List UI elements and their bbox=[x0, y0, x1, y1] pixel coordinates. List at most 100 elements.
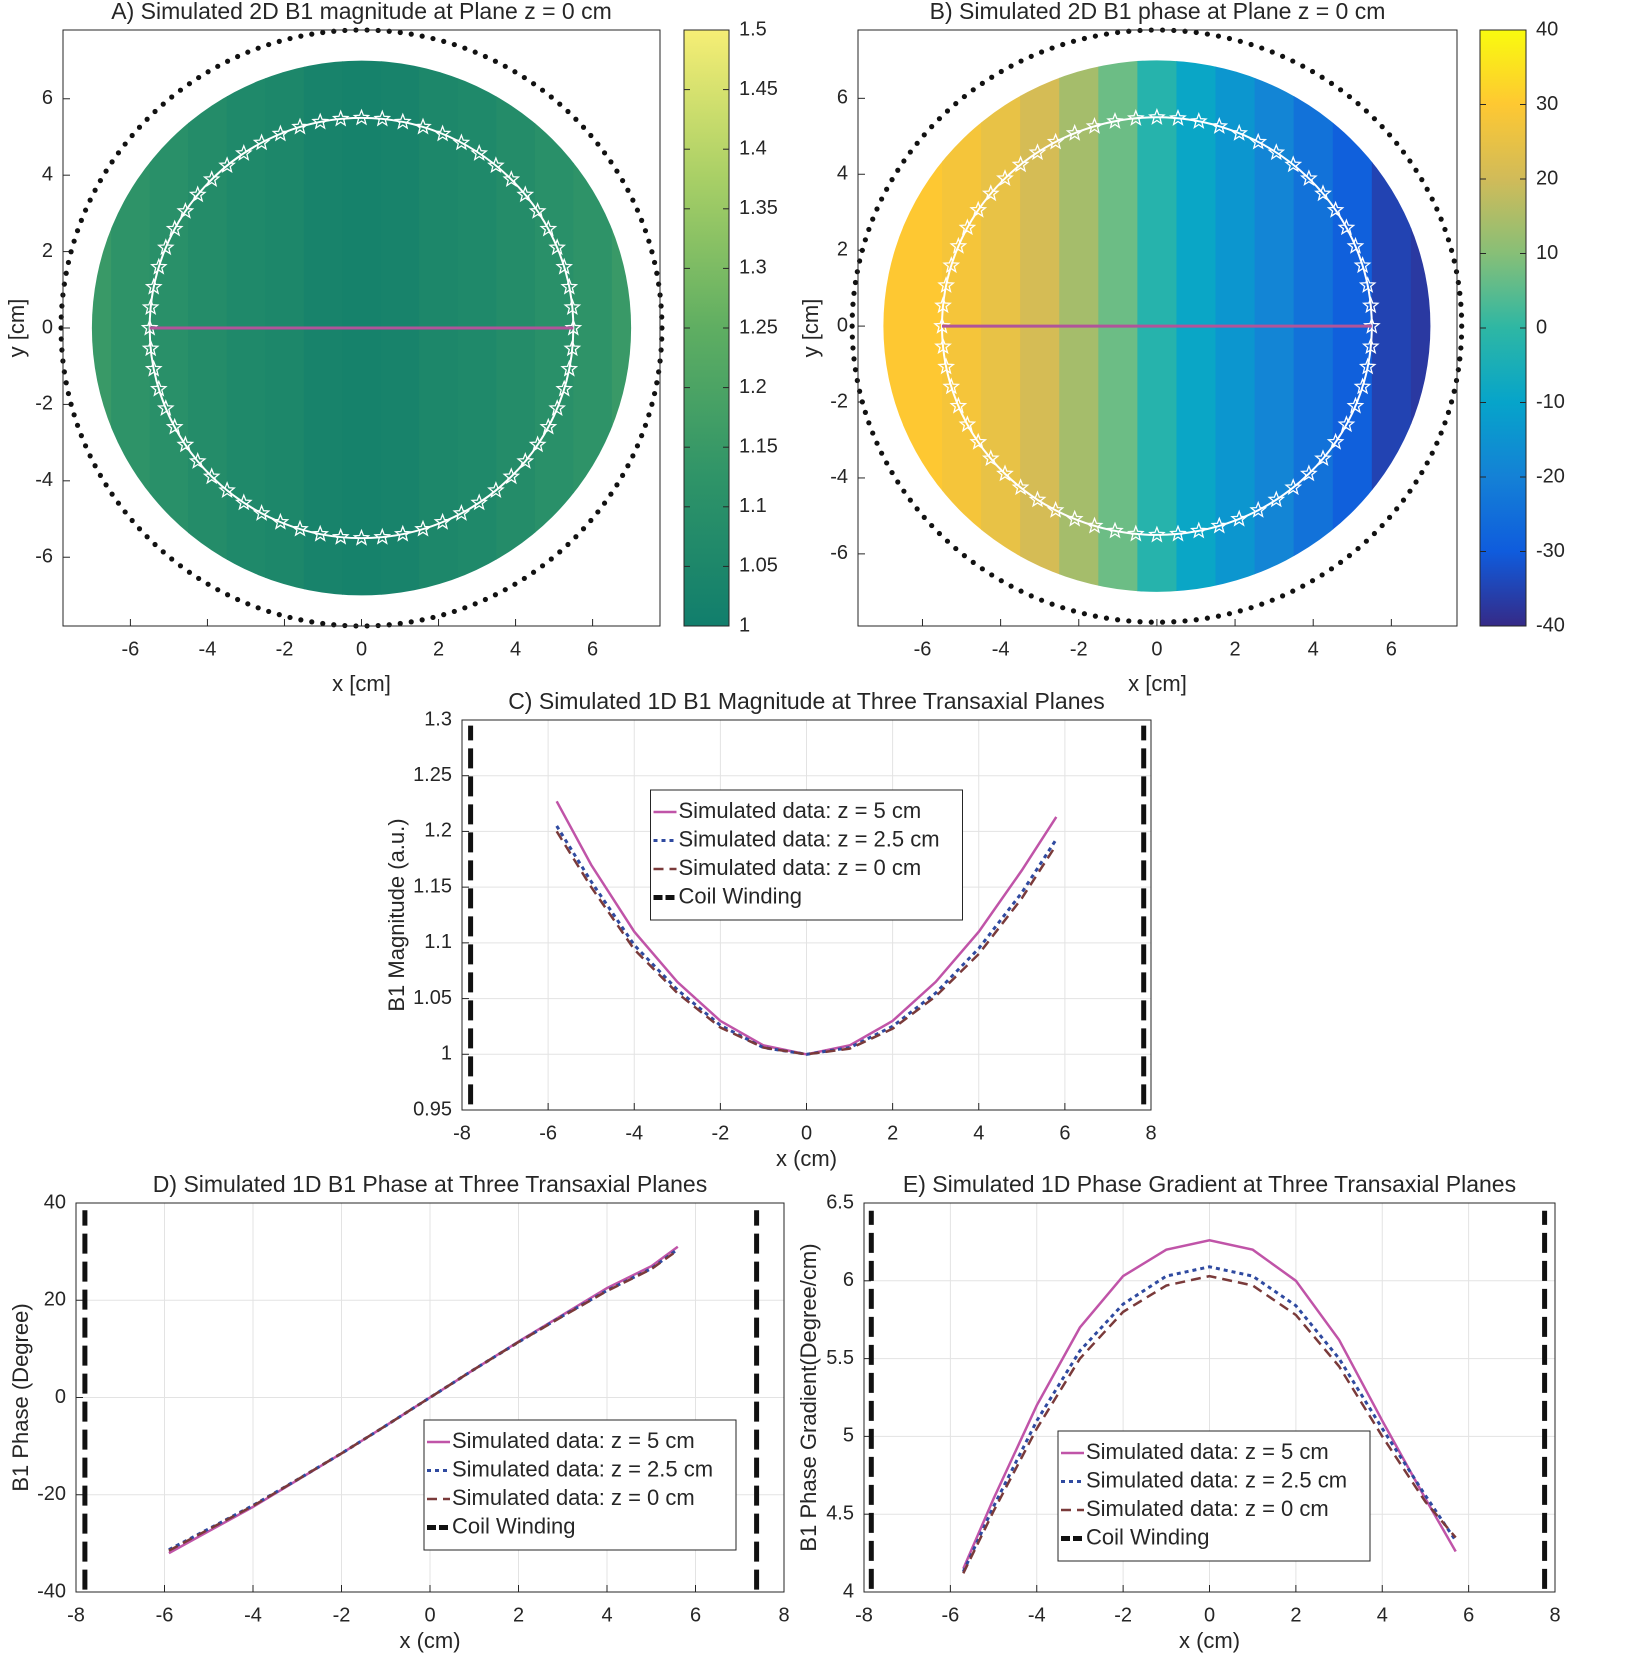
x-tick-label: -4 bbox=[1028, 1604, 1046, 1626]
x-axis-label: x [cm] bbox=[1128, 671, 1187, 696]
coil-dot bbox=[1386, 132, 1393, 138]
y-tick-label: 40 bbox=[44, 1191, 66, 1213]
coil-dot bbox=[901, 158, 907, 164]
coil-dot bbox=[936, 530, 943, 537]
coil-dot bbox=[1028, 53, 1034, 59]
y-tick-label: 1.15 bbox=[413, 875, 452, 897]
coil-dot bbox=[1182, 28, 1188, 34]
coil-dot bbox=[1049, 601, 1055, 607]
coil-dot bbox=[266, 41, 272, 48]
coil-dot bbox=[953, 101, 959, 107]
colorbar-label: 1.1 bbox=[739, 495, 767, 517]
coil-dot bbox=[1237, 608, 1243, 614]
series-line bbox=[468, 725, 1147, 1105]
coil-dot bbox=[565, 108, 571, 115]
coil-dot bbox=[1424, 460, 1430, 466]
x-tick-label: -2 bbox=[333, 1604, 351, 1626]
sample-star bbox=[1267, 490, 1286, 508]
colorbar-label: -10 bbox=[1536, 391, 1565, 413]
sample-star bbox=[176, 435, 195, 453]
coil-dot bbox=[580, 124, 587, 130]
coil-dot bbox=[397, 29, 403, 36]
coil-dot bbox=[160, 101, 166, 107]
coil-dot bbox=[1346, 93, 1353, 100]
sample-star bbox=[1028, 143, 1047, 161]
coil-dot bbox=[1126, 618, 1132, 624]
coil-dot bbox=[1018, 588, 1024, 594]
coil-dot bbox=[580, 526, 587, 532]
coil-dot bbox=[557, 549, 563, 555]
x-tick-label: 6 bbox=[690, 1604, 701, 1626]
coil-dot bbox=[103, 168, 109, 174]
coil-dot bbox=[1442, 226, 1448, 233]
coil-dot bbox=[634, 443, 641, 449]
colorbar bbox=[683, 29, 730, 627]
coil-dot bbox=[642, 228, 649, 234]
sample-star bbox=[528, 435, 547, 453]
coil-dot bbox=[961, 553, 967, 559]
coil-dot bbox=[386, 622, 392, 628]
x-tick-label: 4 bbox=[1377, 1604, 1388, 1626]
chart-title: C) Simulated 1D B1 Magnitude at Three Tr… bbox=[508, 688, 1105, 714]
coil-dot bbox=[921, 514, 927, 520]
sample-star bbox=[1358, 357, 1377, 375]
coil-dot bbox=[654, 270, 660, 276]
coil-dot bbox=[1038, 597, 1045, 603]
field-band bbox=[1020, 60, 1061, 592]
coil-dot bbox=[309, 619, 315, 625]
axes-frame bbox=[863, 1202, 1556, 1593]
coil-dot bbox=[1018, 58, 1024, 64]
series-line bbox=[868, 1210, 1548, 1589]
y-tick-label: 6.5 bbox=[826, 1191, 854, 1213]
sample-star bbox=[1106, 521, 1124, 539]
sample-star bbox=[548, 238, 566, 256]
colorbar-label: 1.45 bbox=[739, 78, 778, 100]
sample-star bbox=[188, 185, 207, 203]
coil-dot bbox=[1290, 58, 1296, 64]
coil-dot bbox=[144, 534, 150, 540]
coil-dot bbox=[851, 290, 857, 296]
sample-star bbox=[560, 277, 579, 295]
coil-dot bbox=[196, 575, 202, 582]
x-tick-label: -4 bbox=[625, 1122, 643, 1144]
colorbar-label: -40 bbox=[1536, 614, 1565, 636]
y-axis-label: y [cm] bbox=[798, 299, 823, 358]
coil-dot bbox=[862, 409, 868, 415]
coil-dot bbox=[224, 58, 231, 64]
coil-dot bbox=[874, 206, 880, 212]
coil-dot bbox=[1259, 601, 1265, 607]
sample-star bbox=[958, 415, 977, 433]
colorbar-label: -30 bbox=[1536, 540, 1565, 562]
coil-dot bbox=[224, 592, 231, 598]
coil-dot bbox=[929, 522, 935, 529]
coil-dot bbox=[92, 463, 98, 469]
sample-star bbox=[949, 396, 968, 414]
colorbar-label: 1.5 bbox=[739, 18, 767, 40]
coil-dot bbox=[87, 197, 93, 203]
sample-star bbox=[1299, 464, 1318, 482]
coil-dot bbox=[646, 412, 652, 418]
sample-star bbox=[311, 524, 330, 542]
colorbar bbox=[1479, 29, 1527, 627]
sample-star bbox=[393, 112, 412, 130]
coil-dot bbox=[122, 509, 128, 515]
sample-star bbox=[1169, 524, 1187, 542]
coil-dot bbox=[1394, 506, 1400, 512]
coil-dot bbox=[921, 132, 927, 138]
coil-dot bbox=[1148, 619, 1154, 625]
coil-dot bbox=[1290, 588, 1296, 594]
coil-dot bbox=[1371, 530, 1378, 537]
x-tick-label: 6 bbox=[1386, 638, 1397, 660]
coil-dot bbox=[1457, 290, 1463, 296]
x-tick-label: 8 bbox=[1145, 1122, 1156, 1144]
coil-dot bbox=[1413, 167, 1419, 173]
colorbar-label: 1.05 bbox=[739, 555, 778, 577]
coil-dot bbox=[502, 63, 508, 69]
y-axis-label: B1 Magnitude (a.u.) bbox=[384, 818, 409, 1011]
sample-star bbox=[291, 117, 309, 135]
series-line bbox=[82, 1210, 760, 1590]
sample-star bbox=[1314, 449, 1332, 467]
sample-star bbox=[981, 449, 1000, 467]
coil-dot bbox=[565, 541, 571, 548]
coil-dot bbox=[989, 572, 995, 578]
